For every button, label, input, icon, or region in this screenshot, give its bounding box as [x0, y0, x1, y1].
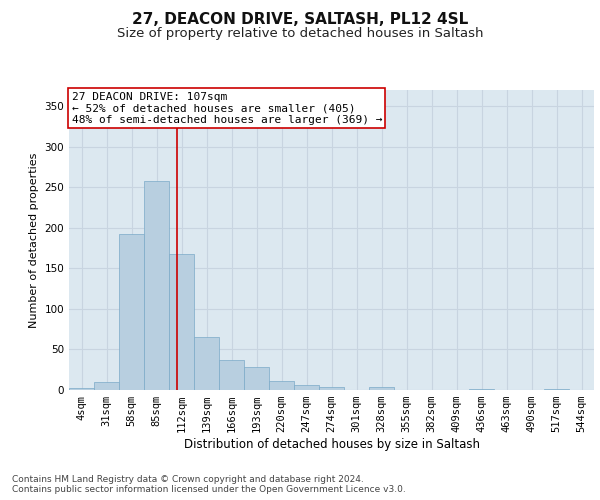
Bar	[119, 234, 144, 390]
Bar	[269, 381, 294, 390]
Bar	[144, 181, 169, 390]
Bar	[69, 388, 94, 390]
Bar	[94, 382, 119, 390]
Y-axis label: Number of detached properties: Number of detached properties	[29, 152, 39, 328]
Bar	[194, 338, 219, 390]
Text: Contains HM Land Registry data © Crown copyright and database right 2024.: Contains HM Land Registry data © Crown c…	[12, 476, 364, 484]
Text: 27, DEACON DRIVE, SALTASH, PL12 4SL: 27, DEACON DRIVE, SALTASH, PL12 4SL	[132, 12, 468, 28]
Bar	[244, 368, 269, 390]
X-axis label: Distribution of detached houses by size in Saltash: Distribution of detached houses by size …	[184, 438, 479, 451]
Bar	[469, 389, 494, 390]
Bar	[544, 389, 569, 390]
Bar	[319, 387, 344, 390]
Bar	[219, 360, 244, 390]
Text: 27 DEACON DRIVE: 107sqm
← 52% of detached houses are smaller (405)
48% of semi-d: 27 DEACON DRIVE: 107sqm ← 52% of detache…	[71, 92, 382, 124]
Text: Size of property relative to detached houses in Saltash: Size of property relative to detached ho…	[117, 28, 483, 40]
Text: Contains public sector information licensed under the Open Government Licence v3: Contains public sector information licen…	[12, 486, 406, 494]
Bar	[169, 254, 194, 390]
Bar	[294, 385, 319, 390]
Bar	[369, 387, 394, 390]
